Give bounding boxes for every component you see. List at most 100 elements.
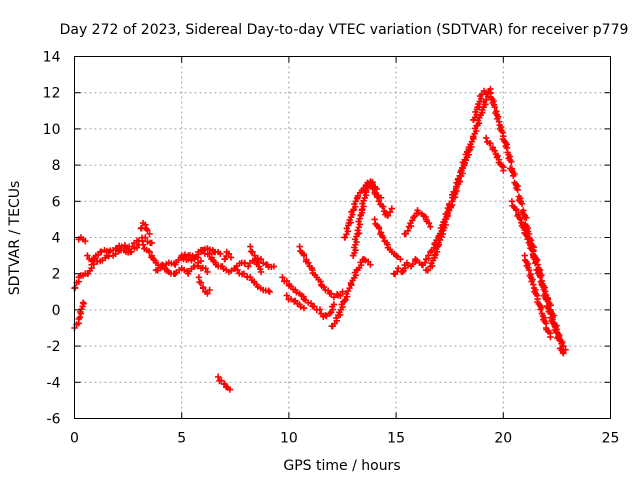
series-arc-03 [75,234,89,245]
data-point-fill [316,306,324,313]
y-tick-label: 10 [43,122,61,138]
data-point [227,254,235,261]
data-point [500,167,507,174]
data-point [283,292,290,299]
series-arc-24 [401,207,434,238]
data-point [380,234,387,241]
data-point [478,91,486,98]
data-point [249,248,256,256]
data-point [427,223,434,230]
data-point-fill [524,235,531,243]
series-arc-25 [418,85,494,269]
data-point-fill [76,314,84,321]
data-point-fill [510,172,517,180]
data-point [82,237,89,245]
data-point [206,286,213,294]
data-point [244,263,252,270]
data-point [482,96,490,104]
data-point [257,268,265,276]
data-point [204,290,211,297]
tick-layer [74,56,611,419]
data-point [465,143,473,151]
y-axis-title: SDTVAR / TECUs [7,181,23,296]
x-tick-label: 25 [602,431,620,447]
data-point-fill [425,219,433,227]
data-point [142,221,149,229]
data-point [197,257,205,265]
series-arc-12 [221,248,235,263]
data-point [178,252,185,259]
data-point-fill [311,303,318,310]
data-point [562,346,569,353]
data-point [139,241,147,248]
data-point [367,261,374,268]
data-point-fill [425,252,432,259]
y-tick-label: 8 [52,158,61,174]
series-arc-31 [521,252,554,341]
data-point [146,230,153,238]
x-tick-label: 15 [387,431,405,447]
x-axis-title: GPS time / hours [283,458,400,474]
data-point [225,250,233,257]
series-arc-14 [247,243,265,276]
data-point [397,256,404,263]
data-point [266,288,273,295]
data-point [142,234,149,241]
data-point [159,261,166,268]
data-point [304,259,312,267]
data-point [300,252,308,259]
series-arc-22 [371,216,404,263]
data-point-fill [369,185,377,193]
series-arc-06 [137,219,153,238]
data-point-fill [442,221,449,229]
data-point-fill [72,284,79,291]
data-point-fill [523,214,530,221]
data-point [487,140,494,147]
data-point-fill [265,287,272,294]
data-point-fill [337,292,344,300]
y-tick-label: -2 [47,339,61,355]
data-layer [71,85,569,393]
series-arc-02 [71,299,87,332]
x-tick-label: 20 [494,431,512,447]
data-point [491,103,498,111]
data-point-fill [404,262,412,269]
y-tick-label: -6 [47,412,61,428]
data-point [512,207,520,214]
chart-title: Day 272 of 2023, Sidereal Day-to-day VTE… [60,22,629,38]
data-point [330,301,338,308]
x-tick-label: 5 [177,431,186,447]
data-point-fill [121,242,129,249]
data-point [199,246,207,254]
series-arc-28 [487,89,567,357]
data-point-fill [421,259,429,266]
data-point [339,288,346,295]
data-point [144,227,151,234]
data-point [206,250,213,257]
data-point [251,252,258,259]
y-tick-labels: 14 12 10 8 6 4 2 0 -2 -4 -6 [43,50,61,428]
data-point-fill [450,194,457,201]
data-point [388,205,396,212]
series-arc-17 [296,243,346,301]
data-point-fill [540,283,547,291]
data-point-fill [344,228,352,235]
series-arc-23 [390,256,423,278]
data-point [491,147,498,154]
y-tick-label: 2 [52,267,61,283]
series-arc-19 [328,256,374,330]
data-point [84,252,91,259]
data-point [300,304,308,312]
series-arc-30 [508,198,569,353]
series-arc-21 [350,180,383,259]
data-point [547,333,554,341]
data-point [217,250,224,257]
data-point-fill [447,202,454,210]
data-point-fill [386,208,394,216]
data-point [279,274,286,281]
y-tick-label: 12 [43,86,61,102]
y-tick-label: 6 [52,194,61,210]
x-tick-labels: 0 5 10 15 20 25 [70,431,619,447]
data-point-fill [537,306,544,313]
